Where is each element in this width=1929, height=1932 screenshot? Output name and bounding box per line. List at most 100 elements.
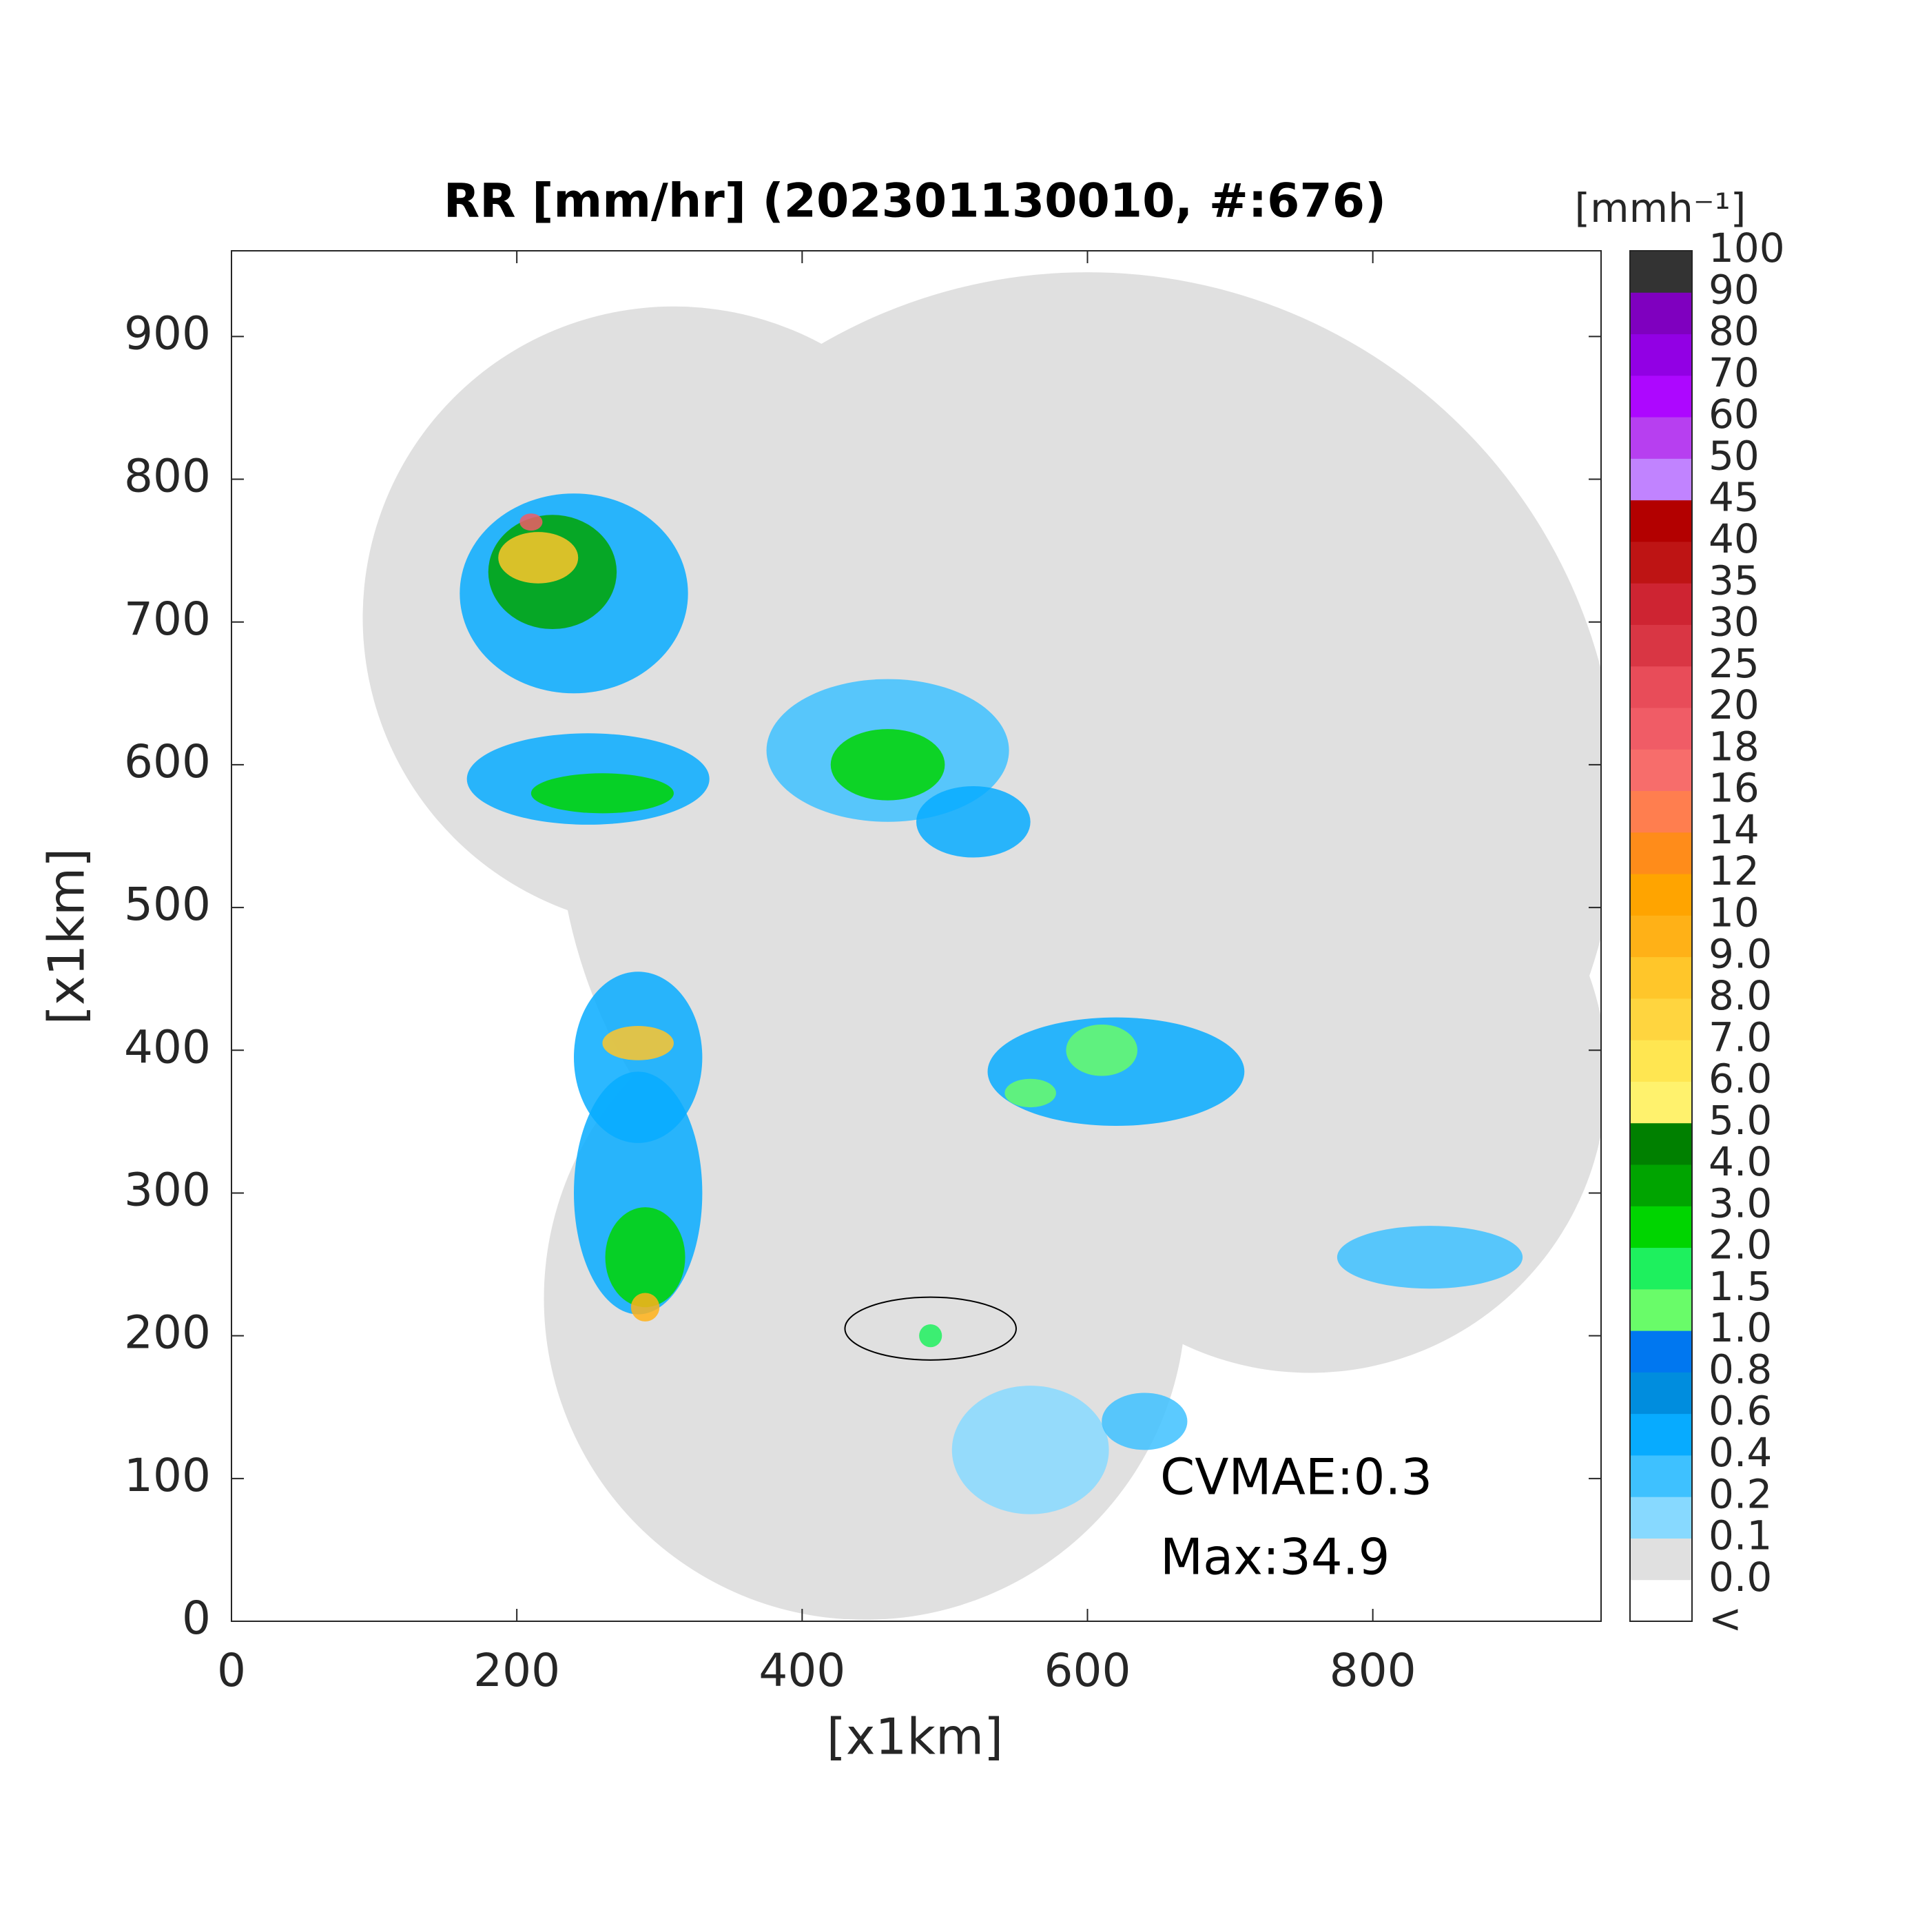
x-tick-label: 600 [1044,1644,1131,1697]
colorbar-label: 5.0 [1709,1097,1772,1144]
rain-area [951,1386,1109,1514]
rain-area [530,773,674,814]
colorbar-box [1629,250,1693,1622]
rain-area [830,729,945,801]
colorbar-segment [1630,666,1692,708]
colorbar-label: 10 [1709,889,1760,936]
colorbar-segment [1630,1122,1692,1165]
colorbar-label: 1.5 [1709,1263,1772,1310]
colorbar-segment [1630,1579,1692,1622]
x-tick-label: 800 [1330,1644,1416,1697]
rain-area [919,1324,942,1348]
colorbar-segment [1630,956,1692,999]
radar-coverage [1013,779,1601,1373]
colorbar-label: 20 [1709,681,1760,728]
colorbar-label: 50 [1709,432,1760,479]
colorbar-label: 0.1 [1709,1512,1772,1559]
colorbar-segment [1630,749,1692,792]
colorbar-segment [1630,1413,1692,1456]
colorbar-label: 100 [1709,225,1785,271]
colorbar-label: 30 [1709,599,1760,646]
coastline [844,1296,1017,1361]
y-tick-label: 500 [124,878,211,931]
y-tick-label: 100 [124,1449,211,1502]
y-axis-label: [x1km] [38,848,96,1025]
annotation: Max:34.9 [1160,1528,1390,1586]
x-tick-label: 400 [759,1644,845,1697]
colorbar-segment [1630,541,1692,584]
colorbar-label: 0.6 [1709,1388,1772,1435]
colorbar-segment [1630,1372,1692,1415]
colorbar-label: 35 [1709,557,1760,604]
colorbar-segment [1630,375,1692,418]
rain-area [1337,1226,1523,1289]
colorbar-segment [1630,1164,1692,1206]
colorbar-label: 9.0 [1709,931,1772,978]
colorbar-segment [1630,1081,1692,1124]
colorbar-segment [1630,915,1692,958]
colorbar-segment [1630,874,1692,916]
colorbar-unit: [mmh⁻¹] [1575,185,1746,232]
colorbar-label: 3.0 [1709,1180,1772,1226]
colorbar-label: 14 [1709,806,1760,853]
colorbar-label: 40 [1709,515,1760,562]
y-tick-label: 300 [124,1164,211,1217]
colorbar-label: 0.4 [1709,1429,1772,1476]
y-tick-label: 0 [182,1592,211,1645]
colorbar-label: 16 [1709,765,1760,812]
colorbar-label: 45 [1709,474,1760,521]
colorbar-label: 70 [1709,349,1760,396]
colorbar-segment [1630,251,1692,293]
y-tick-label: 900 [124,307,211,360]
colorbar-label: 0.8 [1709,1346,1772,1393]
x-tick-label: 200 [473,1644,560,1697]
rain-area [602,1026,674,1060]
colorbar-segment [1630,500,1692,542]
rain-area [519,513,543,531]
colorbar-label: 12 [1709,847,1760,894]
annotation: CVMAE:0.3 [1160,1448,1432,1506]
colorbar-segment [1630,832,1692,874]
colorbar-segment [1630,790,1692,833]
rain-area [1004,1078,1056,1108]
radar-field [362,272,1601,1620]
colorbar-label: 80 [1709,308,1760,355]
colorbar-label: 18 [1709,723,1760,770]
colorbar-segment [1630,458,1692,501]
colorbar-label: < [1709,1595,1742,1642]
colorbar-label: 0.2 [1709,1470,1772,1517]
colorbar-segment [1630,1040,1692,1082]
colorbar-label: 4.0 [1709,1138,1772,1185]
colorbar-segment [1630,1247,1692,1290]
colorbar-segment [1630,998,1692,1040]
x-axis-label: [x1km] [827,1708,1003,1766]
rain-area [498,532,579,584]
colorbar-segment [1630,292,1692,335]
colorbar-segment [1630,1288,1692,1331]
colorbar-segment [1630,624,1692,667]
colorbar-label: 7.0 [1709,1014,1772,1060]
y-tick-label: 800 [124,450,211,503]
colorbar-label: 90 [1709,266,1760,313]
y-tick-label: 600 [124,735,211,788]
colorbar-segment [1630,333,1692,376]
colorbar-label: 25 [1709,640,1760,687]
rain-area [605,1207,685,1308]
colorbar-segment [1630,1330,1692,1373]
x-tick-label: 0 [217,1644,246,1697]
colorbar-segment [1630,1455,1692,1497]
rain-area [1066,1024,1137,1076]
colorbar-label: 8.0 [1709,972,1772,1019]
colorbar-segment [1630,1206,1692,1248]
colorbar-segment [1630,417,1692,459]
y-tick-label: 400 [124,1020,211,1073]
colorbar-label: 2.0 [1709,1222,1772,1268]
colorbar-segment [1630,1497,1692,1539]
rain-area [630,1293,660,1322]
colorbar-label: 6.0 [1709,1056,1772,1102]
colorbar-label: 1.0 [1709,1304,1772,1351]
colorbar-segment [1630,708,1692,750]
colorbar-segment [1630,583,1692,625]
rain-area [1102,1393,1188,1450]
